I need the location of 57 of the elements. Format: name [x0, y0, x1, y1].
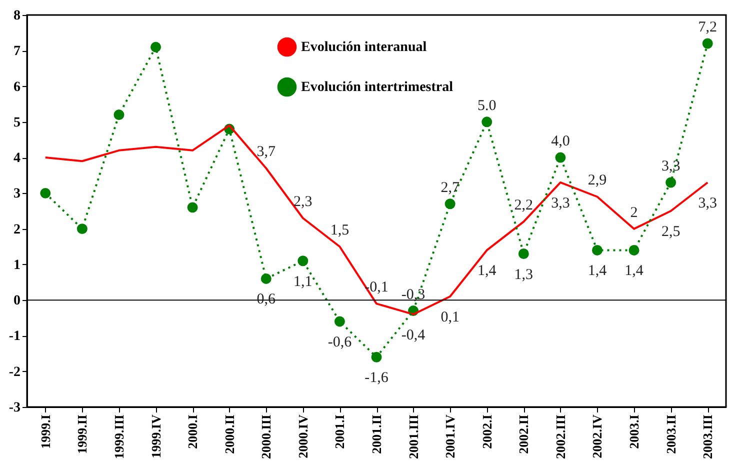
data-label: 2,9: [588, 172, 607, 189]
x-tick-label: 2001.II: [369, 414, 384, 454]
data-label: 1,4: [624, 263, 644, 280]
data-label: 3,3: [698, 195, 717, 212]
x-tick-label: 2001.I: [332, 414, 348, 449]
data-label: 5.0: [477, 98, 496, 114]
data-label: 4,0: [551, 134, 570, 150]
x-tick-label: 2001.III: [406, 414, 421, 459]
data-label: 3,3: [661, 158, 680, 174]
x-tick-label: 2002.II: [516, 414, 532, 454]
data-label: 1,1: [294, 274, 312, 290]
data-label: 2,3: [294, 194, 312, 210]
x-tick-label: 2000.II: [222, 414, 237, 454]
x-tick-label: 1999.IV: [148, 414, 164, 458]
data-label: 1,4: [588, 263, 608, 280]
x-tick-label: 2003.III: [700, 414, 716, 459]
data-label: 7,2: [698, 20, 717, 36]
y-tick-label: 3: [14, 186, 20, 202]
y-tick-label: 8: [14, 8, 20, 24]
x-tick-label: 1999.II: [74, 414, 90, 454]
y-tick-label: 6: [14, 80, 20, 95]
data-label: 1,5: [330, 222, 350, 239]
x-tick-label: 2002.IV: [590, 414, 605, 458]
data-label: 3,7: [256, 144, 276, 160]
y-tick-label: 7: [14, 44, 20, 60]
y-tick-label: 1: [14, 258, 20, 273]
legend-label: Evolución intertrimestral: [301, 80, 454, 95]
y-tick-label: 4: [14, 151, 20, 166]
x-tick-label: 2003.II: [663, 414, 678, 454]
x-tick-label: 2003.I: [626, 414, 642, 449]
x-tick-label: 2000.IV: [295, 414, 310, 458]
data-label: 3,3: [551, 195, 570, 212]
x-tick-label: 1999.III: [111, 414, 126, 459]
x-tick-label: 2000.I: [185, 414, 200, 449]
data-label: 1,4: [477, 263, 497, 280]
y-tick-label: -3: [8, 400, 20, 416]
y-tick-label: -1: [8, 329, 20, 344]
y-tick-label: 2: [14, 222, 20, 238]
data-label: 2,5: [661, 224, 680, 240]
y-tick-label: -2: [8, 364, 20, 380]
data-label: 2,2: [514, 198, 534, 214]
y-tick-label: 0: [14, 294, 20, 309]
data-label: -0,6: [328, 334, 352, 350]
data-label: 0,1: [440, 310, 460, 326]
data-label: -0,4: [401, 327, 426, 344]
data-label: 2,7: [440, 180, 460, 196]
legend-label: Evolución interanual: [301, 40, 427, 55]
y-tick-label: 5: [14, 115, 20, 130]
x-tick-label: 1999.I: [38, 414, 53, 449]
x-tick-label: 2000.III: [258, 414, 274, 459]
x-tick-label: 2002.I: [479, 414, 494, 449]
x-tick-label: 2002.III: [552, 414, 568, 459]
data-label: -0,3: [401, 286, 426, 303]
data-label: 2: [630, 204, 638, 221]
data-label: -1,6: [364, 370, 389, 386]
x-tick-label: 2001.IV: [442, 414, 458, 458]
data-label: 1,3: [514, 266, 534, 283]
